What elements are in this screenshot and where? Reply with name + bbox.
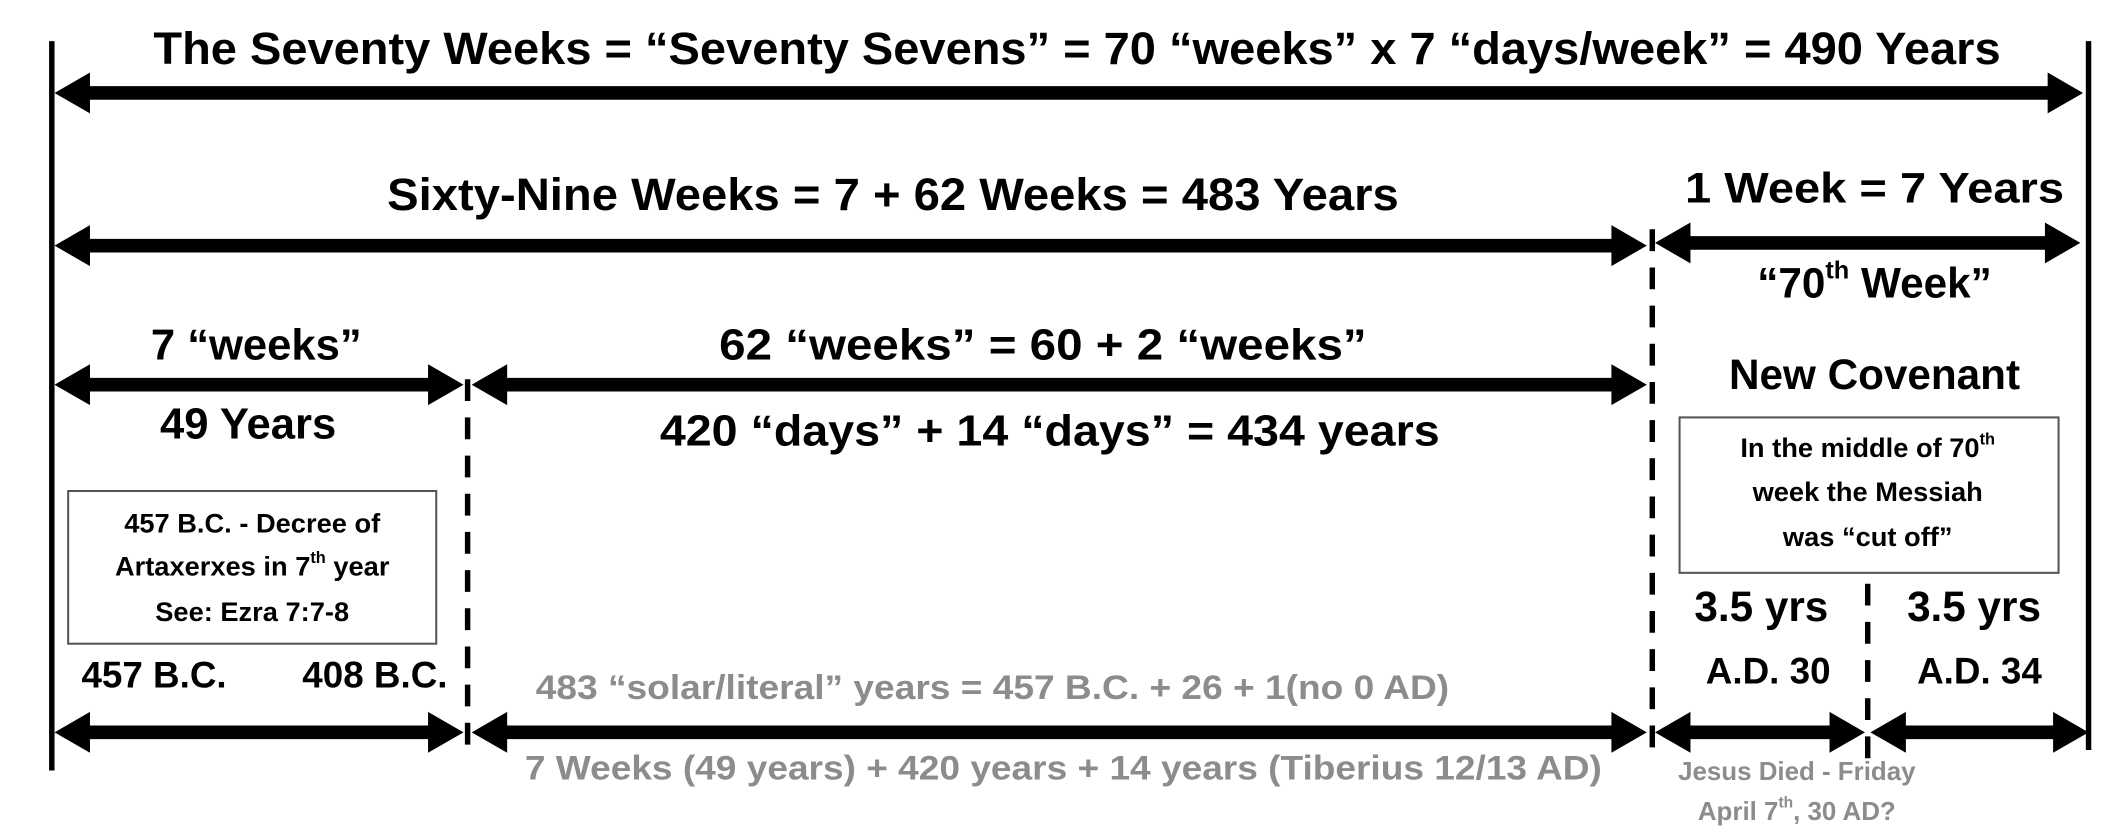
arrow-head: [428, 364, 464, 406]
text-part: year: [326, 551, 390, 582]
text-part: , 30 AD?: [1793, 798, 1896, 826]
box-text: See: Ezra 7:7-8: [155, 596, 349, 627]
box-text: was “cut off”: [1782, 521, 1953, 552]
half-week: 3.5 yrs: [1907, 583, 2041, 630]
arrow-head: [2044, 222, 2081, 264]
text-part: “70: [1757, 260, 1825, 307]
arrow-head: [1611, 711, 1647, 753]
arrow-head: [54, 711, 90, 753]
box-text: 457 B.C. - Decree of: [124, 507, 381, 538]
span-label: 49 Years: [160, 400, 336, 448]
span-label: “70th Week”: [1757, 256, 1992, 306]
box-text: week the Messiah: [1752, 476, 1983, 507]
text-part: In the middle of 70: [1740, 432, 1979, 463]
arrow-head: [2053, 711, 2089, 753]
superscript: th: [1778, 795, 1793, 812]
arrow-head: [54, 225, 90, 267]
messiah-box: [1678, 416, 2060, 574]
arrow-head: [1829, 711, 1865, 753]
arrow-head: [1611, 364, 1647, 406]
arrow-head: [54, 364, 90, 406]
text-part: Artaxerxes in 7: [115, 551, 310, 582]
note: April 7th, 30 AD?: [1698, 795, 1896, 826]
arrow-head: [1870, 711, 1906, 753]
span-label: 1 Week = 7 Years: [1685, 164, 2064, 211]
arrow-head: [1655, 222, 1691, 264]
arrow-head: [471, 711, 508, 753]
half-week: 3.5 yrs: [1694, 583, 1828, 630]
text-part: April 7: [1698, 798, 1779, 826]
date: A.D. 34: [1917, 650, 2042, 691]
title: The Seventy Weeks = “Seventy Sevens” = 7…: [153, 23, 2000, 74]
arrow-head: [428, 711, 464, 753]
date: A.D. 30: [1706, 650, 1831, 691]
superscript: th: [1980, 431, 1995, 449]
span-label: Sixty-Nine Weeks = 7 + 62 Weeks = 483 Ye…: [387, 169, 1399, 220]
span-label: 420 “days” + 14 “days” = 434 years: [660, 407, 1440, 455]
date: 408 B.C.: [302, 655, 447, 696]
arrow-head: [1655, 711, 1691, 753]
span-label: 62 “weeks” = 60 + 2 “weeks”: [719, 321, 1367, 369]
arrow-head: [54, 72, 90, 114]
note: 7 Weeks (49 years) + 420 years + 14 year…: [525, 749, 1602, 787]
decree-box: [67, 490, 438, 645]
arrow-head: [2047, 72, 2084, 114]
note: Jesus Died - Friday: [1678, 758, 1916, 786]
note: 483 “solar/literal” years = 457 B.C. + 2…: [536, 669, 1449, 707]
box-text: In the middle of 70th: [1740, 431, 1995, 463]
superscript: th: [310, 550, 325, 568]
arrow-head: [471, 364, 508, 406]
date: 457 B.C.: [81, 655, 226, 696]
arrow-head: [1611, 225, 1647, 267]
superscript: th: [1825, 256, 1849, 284]
box-text: Artaxerxes in 7th year: [115, 550, 390, 582]
span-label: New Covenant: [1729, 351, 2020, 398]
span-label: 7 “weeks”: [151, 321, 362, 369]
text-part: Week”: [1849, 260, 1991, 307]
